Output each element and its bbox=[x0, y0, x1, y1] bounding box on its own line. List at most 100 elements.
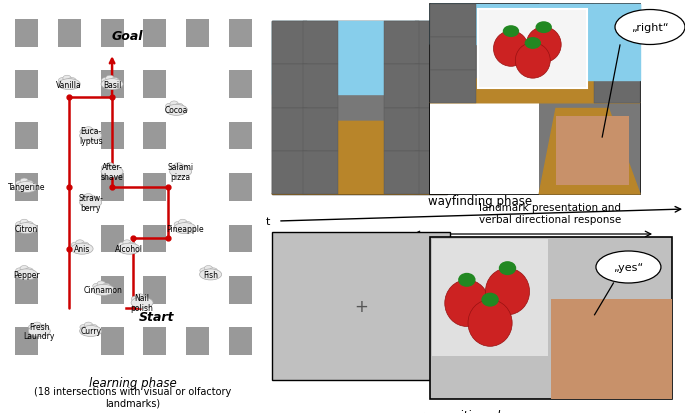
Ellipse shape bbox=[174, 163, 183, 169]
Ellipse shape bbox=[204, 266, 212, 272]
Text: Start: Start bbox=[138, 310, 174, 323]
FancyBboxPatch shape bbox=[229, 225, 252, 253]
Ellipse shape bbox=[110, 78, 119, 84]
Ellipse shape bbox=[557, 360, 566, 366]
FancyBboxPatch shape bbox=[143, 328, 166, 355]
Ellipse shape bbox=[209, 268, 217, 274]
Ellipse shape bbox=[123, 240, 132, 246]
FancyBboxPatch shape bbox=[384, 152, 419, 195]
FancyBboxPatch shape bbox=[303, 152, 338, 195]
Ellipse shape bbox=[58, 78, 67, 84]
Ellipse shape bbox=[104, 172, 111, 177]
Text: Euca-
lyptus: Euca- lyptus bbox=[79, 127, 103, 145]
FancyBboxPatch shape bbox=[551, 299, 672, 399]
Ellipse shape bbox=[92, 284, 101, 289]
Ellipse shape bbox=[27, 275, 34, 279]
Ellipse shape bbox=[493, 32, 528, 67]
Ellipse shape bbox=[28, 326, 50, 337]
Ellipse shape bbox=[560, 367, 567, 371]
Ellipse shape bbox=[526, 28, 561, 63]
Ellipse shape bbox=[165, 105, 187, 116]
Ellipse shape bbox=[593, 154, 599, 159]
FancyBboxPatch shape bbox=[229, 328, 252, 355]
FancyBboxPatch shape bbox=[430, 38, 476, 71]
Ellipse shape bbox=[27, 188, 34, 192]
Ellipse shape bbox=[590, 149, 598, 154]
Text: recognition phase: recognition phase bbox=[419, 409, 525, 413]
FancyBboxPatch shape bbox=[15, 328, 38, 355]
FancyBboxPatch shape bbox=[143, 276, 166, 304]
FancyBboxPatch shape bbox=[272, 108, 307, 152]
FancyBboxPatch shape bbox=[15, 71, 38, 99]
FancyBboxPatch shape bbox=[143, 71, 166, 99]
Ellipse shape bbox=[458, 273, 475, 287]
Text: Alcohol: Alcohol bbox=[115, 244, 143, 254]
Ellipse shape bbox=[25, 222, 34, 228]
Ellipse shape bbox=[40, 331, 47, 336]
FancyBboxPatch shape bbox=[101, 276, 124, 304]
Text: Fish: Fish bbox=[203, 270, 218, 279]
Ellipse shape bbox=[104, 290, 112, 294]
FancyBboxPatch shape bbox=[186, 20, 210, 47]
Ellipse shape bbox=[32, 331, 38, 336]
Ellipse shape bbox=[525, 38, 541, 50]
Ellipse shape bbox=[503, 26, 519, 38]
Ellipse shape bbox=[170, 167, 192, 178]
FancyBboxPatch shape bbox=[15, 225, 38, 253]
Ellipse shape bbox=[590, 150, 610, 160]
Ellipse shape bbox=[136, 294, 144, 300]
FancyBboxPatch shape bbox=[143, 122, 166, 150]
Ellipse shape bbox=[130, 249, 137, 254]
Text: Cinnamon: Cinnamon bbox=[84, 286, 123, 294]
Text: Straw-
berry: Straw- berry bbox=[78, 194, 103, 212]
Text: Anis: Anis bbox=[74, 244, 90, 254]
FancyBboxPatch shape bbox=[539, 5, 640, 195]
Ellipse shape bbox=[599, 149, 606, 154]
Ellipse shape bbox=[25, 268, 34, 274]
Ellipse shape bbox=[101, 167, 123, 178]
FancyBboxPatch shape bbox=[384, 65, 419, 108]
Text: Straw-
berry: Straw- berry bbox=[556, 357, 580, 376]
FancyBboxPatch shape bbox=[186, 328, 210, 355]
FancyBboxPatch shape bbox=[101, 71, 124, 99]
Ellipse shape bbox=[175, 104, 183, 109]
Ellipse shape bbox=[70, 85, 77, 90]
FancyBboxPatch shape bbox=[272, 65, 307, 108]
Ellipse shape bbox=[83, 331, 90, 336]
FancyBboxPatch shape bbox=[384, 22, 419, 65]
Ellipse shape bbox=[486, 268, 530, 315]
FancyBboxPatch shape bbox=[15, 276, 38, 304]
Text: wayfinding phase: wayfinding phase bbox=[428, 195, 532, 207]
Polygon shape bbox=[539, 5, 640, 81]
FancyBboxPatch shape bbox=[15, 122, 38, 150]
Text: Cocoa: Cocoa bbox=[164, 106, 188, 115]
Ellipse shape bbox=[468, 300, 512, 347]
Ellipse shape bbox=[79, 131, 101, 142]
Ellipse shape bbox=[71, 244, 93, 254]
Polygon shape bbox=[272, 22, 447, 95]
Ellipse shape bbox=[68, 78, 76, 84]
Ellipse shape bbox=[169, 111, 175, 115]
Ellipse shape bbox=[83, 249, 90, 254]
FancyBboxPatch shape bbox=[101, 20, 124, 47]
FancyBboxPatch shape bbox=[272, 22, 447, 195]
Text: (18 intersections with visual or olfactory
landmarks): (18 intersections with visual or olfacto… bbox=[34, 386, 232, 408]
FancyBboxPatch shape bbox=[143, 20, 166, 47]
Ellipse shape bbox=[38, 325, 46, 330]
Ellipse shape bbox=[177, 111, 184, 115]
Ellipse shape bbox=[445, 280, 489, 327]
FancyBboxPatch shape bbox=[229, 276, 252, 304]
Ellipse shape bbox=[20, 179, 28, 184]
FancyBboxPatch shape bbox=[416, 65, 451, 108]
Ellipse shape bbox=[174, 222, 182, 228]
Ellipse shape bbox=[615, 10, 685, 45]
Ellipse shape bbox=[80, 130, 88, 135]
Ellipse shape bbox=[84, 194, 92, 200]
Ellipse shape bbox=[595, 147, 602, 152]
Ellipse shape bbox=[92, 331, 99, 336]
Ellipse shape bbox=[76, 240, 84, 246]
Text: Citron: Citron bbox=[15, 224, 38, 233]
Ellipse shape bbox=[200, 268, 208, 274]
Text: „yes“: „yes“ bbox=[613, 262, 644, 272]
Text: Vanilla: Vanilla bbox=[56, 81, 82, 90]
